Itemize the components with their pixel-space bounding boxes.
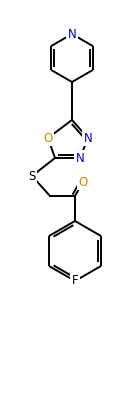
Text: O: O: [43, 131, 53, 144]
Text: N: N: [68, 27, 76, 40]
Text: F: F: [72, 275, 78, 287]
Text: O: O: [78, 176, 88, 188]
Text: N: N: [84, 131, 92, 144]
Text: S: S: [28, 169, 36, 183]
Text: N: N: [76, 151, 84, 164]
